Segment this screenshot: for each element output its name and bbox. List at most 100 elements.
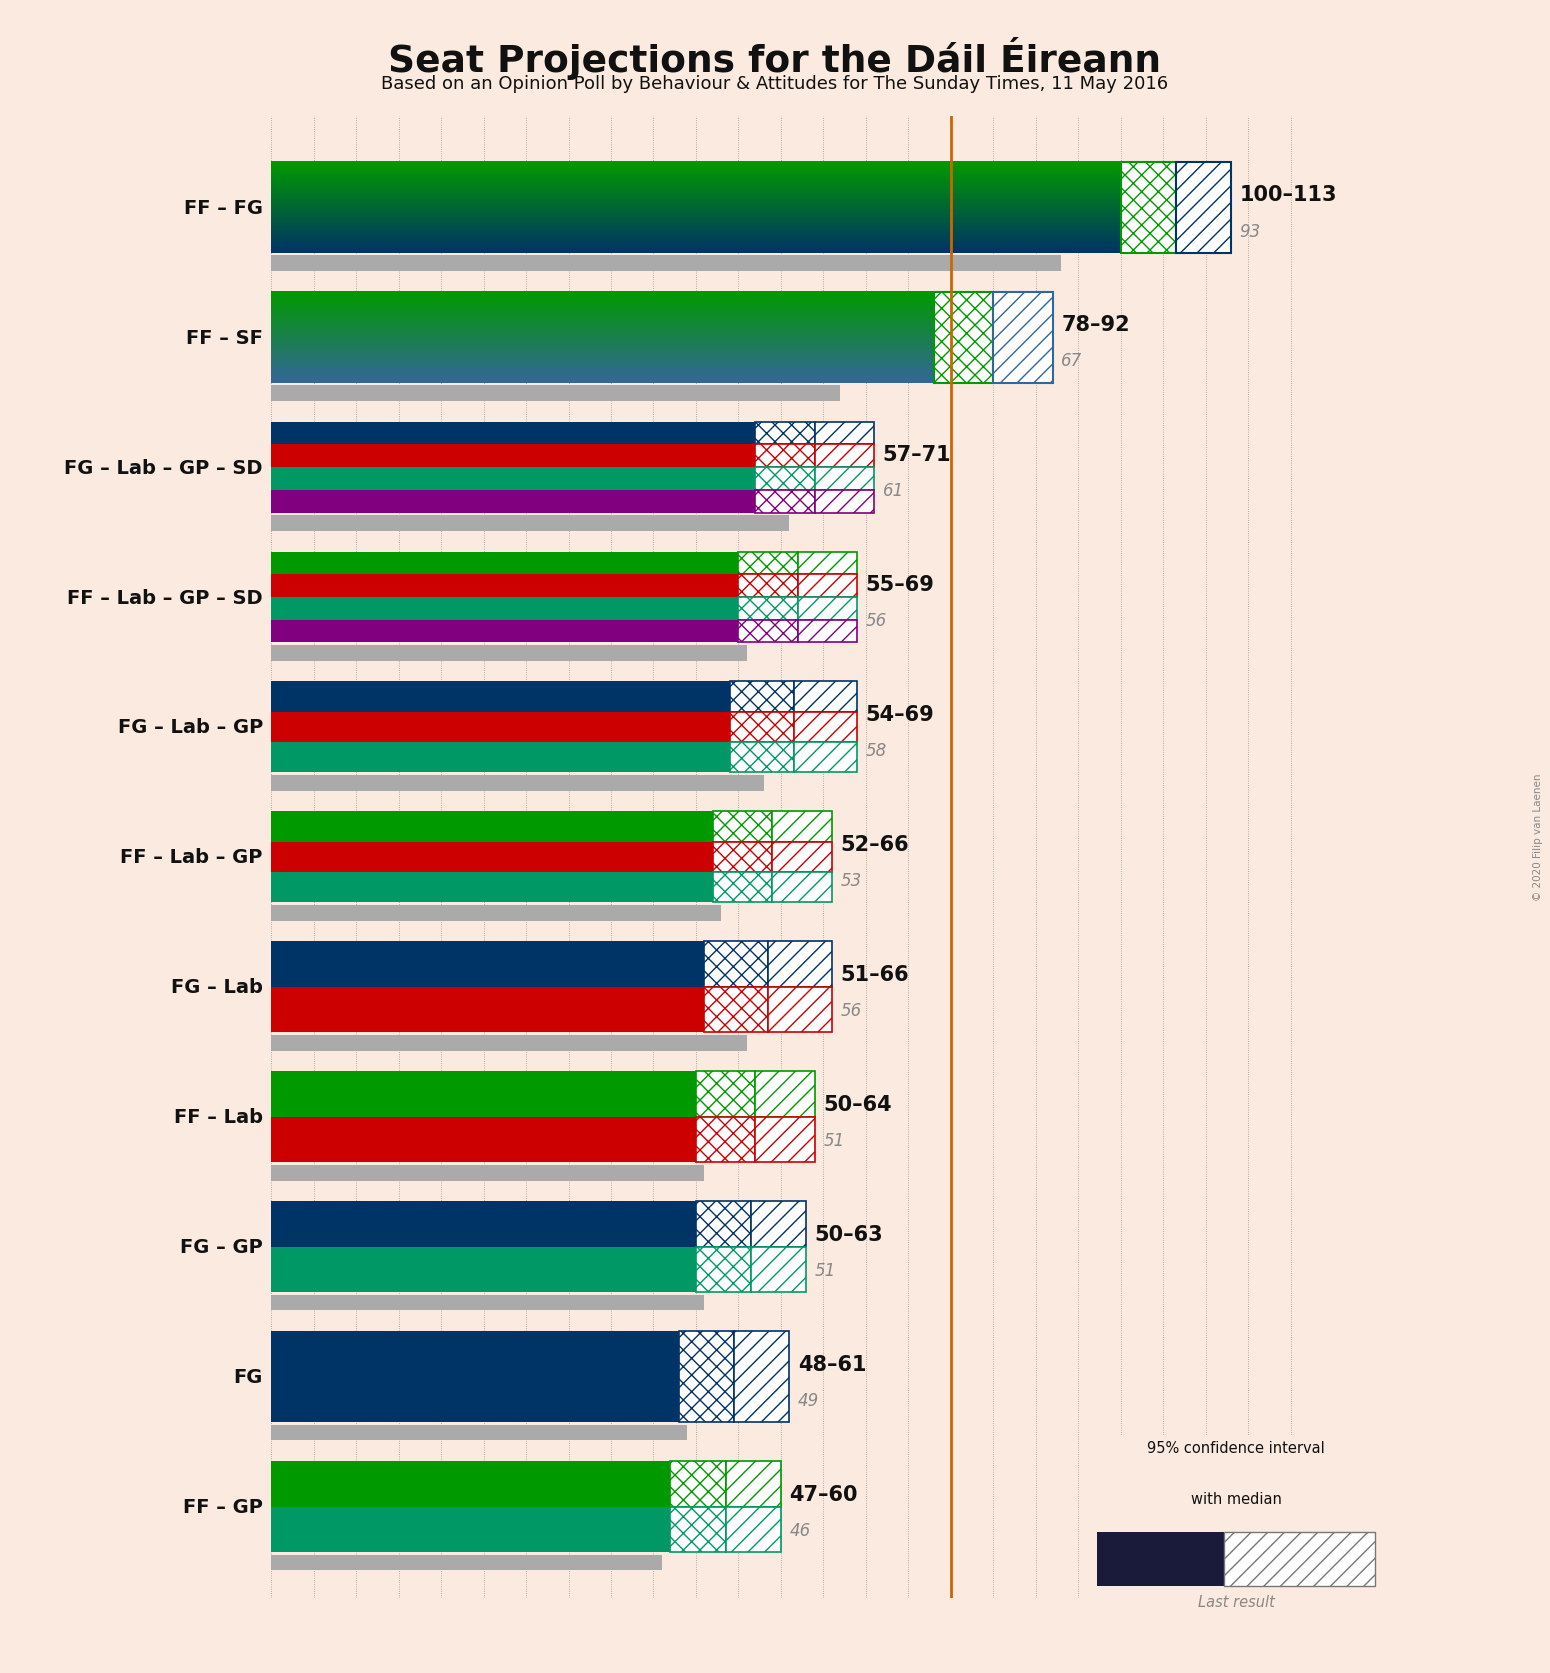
Bar [271, 552, 738, 576]
Bar [271, 1072, 696, 1118]
Bar [738, 552, 798, 576]
Bar [798, 552, 857, 576]
Bar [271, 1164, 704, 1181]
Bar [271, 987, 704, 1032]
Bar [755, 468, 815, 490]
Text: 61: 61 [883, 482, 904, 500]
Bar [755, 422, 815, 445]
Text: 47–60: 47–60 [789, 1484, 857, 1504]
Bar [271, 942, 704, 987]
Bar [815, 490, 874, 514]
Bar [271, 1507, 671, 1553]
Bar [1176, 162, 1231, 254]
Text: 50–63: 50–63 [815, 1225, 884, 1245]
Bar [671, 1461, 725, 1507]
Bar [1224, 1532, 1375, 1586]
Bar [271, 713, 730, 743]
Bar [271, 683, 730, 713]
Bar [735, 1332, 789, 1422]
Text: with median: with median [1190, 1491, 1282, 1506]
Bar [725, 1461, 781, 1507]
Bar [794, 683, 857, 713]
Text: 58: 58 [866, 741, 887, 760]
Text: 51: 51 [823, 1131, 845, 1149]
Bar [271, 1554, 662, 1571]
Text: FF – GP: FF – GP [183, 1497, 264, 1516]
Bar [271, 873, 713, 903]
Bar [725, 1507, 781, 1553]
Bar [696, 1201, 752, 1246]
Bar [271, 646, 747, 661]
Bar [271, 776, 764, 791]
Text: FG – GP: FG – GP [180, 1238, 264, 1256]
Bar [713, 842, 772, 873]
Bar [271, 256, 1062, 271]
Bar [271, 490, 755, 514]
Bar [755, 1072, 815, 1118]
Bar [271, 1332, 679, 1422]
Bar [271, 576, 738, 597]
Text: FG – Lab: FG – Lab [170, 977, 264, 997]
Bar [671, 1507, 725, 1553]
Bar [798, 597, 857, 621]
Bar [755, 490, 815, 514]
Bar [730, 713, 794, 743]
Text: FG – Lab – GP – SD: FG – Lab – GP – SD [64, 458, 264, 477]
Text: FF – FG: FF – FG [184, 199, 264, 217]
Bar [752, 1246, 806, 1293]
Text: 100–113: 100–113 [1240, 186, 1338, 206]
Text: 57–71: 57–71 [883, 445, 952, 465]
Text: 67: 67 [1062, 353, 1082, 370]
Text: 53: 53 [840, 872, 862, 890]
Text: © 2020 Filip van Laenen: © 2020 Filip van Laenen [1533, 773, 1542, 900]
Bar [772, 811, 832, 842]
Bar [271, 422, 755, 445]
Bar [271, 468, 755, 490]
Bar [271, 597, 738, 621]
Bar [704, 987, 769, 1032]
Bar [815, 422, 874, 445]
Bar [730, 743, 794, 773]
Text: 51–66: 51–66 [840, 964, 908, 984]
Text: 78–92: 78–92 [1062, 315, 1130, 335]
Bar [798, 621, 857, 642]
Text: 48–61: 48–61 [798, 1353, 866, 1374]
Bar [696, 1072, 755, 1118]
Bar [271, 386, 840, 402]
Bar [713, 873, 772, 903]
Bar [271, 842, 713, 873]
Bar [271, 445, 755, 468]
Bar [271, 1201, 696, 1246]
Bar [271, 1036, 747, 1051]
Text: 50–64: 50–64 [823, 1094, 891, 1114]
Bar [752, 1201, 806, 1246]
Text: Seat Projections for the Dáil Éireann: Seat Projections for the Dáil Éireann [389, 37, 1161, 80]
Bar [738, 597, 798, 621]
Text: 46: 46 [789, 1521, 811, 1539]
Text: FF – Lab – GP – SD: FF – Lab – GP – SD [67, 589, 264, 607]
Bar [713, 811, 772, 842]
Text: FF – Lab – GP: FF – Lab – GP [121, 848, 264, 867]
Bar [271, 811, 713, 842]
Bar [769, 942, 832, 987]
Bar [798, 576, 857, 597]
Bar [271, 905, 721, 922]
Text: 95% confidence interval: 95% confidence interval [1147, 1440, 1325, 1456]
Bar [679, 1332, 735, 1422]
Bar [271, 1118, 696, 1163]
Bar [1097, 1532, 1224, 1586]
Text: 56: 56 [866, 612, 887, 631]
Bar [738, 621, 798, 642]
Bar [755, 1118, 815, 1163]
Text: Based on an Opinion Poll by Behaviour & Attitudes for The Sunday Times, 11 May 2: Based on an Opinion Poll by Behaviour & … [381, 75, 1169, 94]
Bar [933, 293, 994, 383]
Bar [738, 576, 798, 597]
Text: 52–66: 52–66 [840, 835, 908, 855]
Bar [794, 743, 857, 773]
Bar [772, 873, 832, 903]
Bar [730, 683, 794, 713]
Bar [769, 987, 832, 1032]
Bar [772, 842, 832, 873]
Text: FG: FG [234, 1367, 264, 1387]
Bar [271, 621, 738, 642]
